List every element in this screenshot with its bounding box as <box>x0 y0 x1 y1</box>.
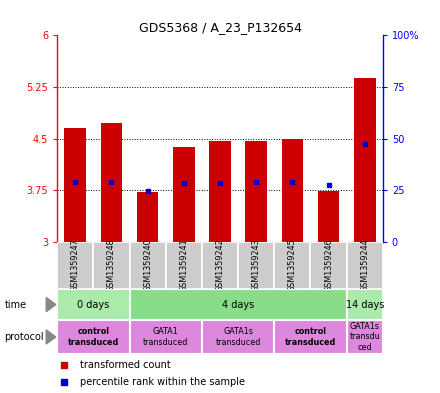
Title: GDS5368 / A_23_P132654: GDS5368 / A_23_P132654 <box>139 21 301 34</box>
Text: transformed count: transformed count <box>80 360 171 370</box>
Bar <box>202 242 238 289</box>
Text: GSM1359241: GSM1359241 <box>180 239 188 292</box>
Bar <box>57 320 129 354</box>
Bar <box>202 320 274 354</box>
Polygon shape <box>46 298 56 312</box>
Bar <box>354 78 376 242</box>
Bar <box>318 191 339 242</box>
Bar <box>238 242 274 289</box>
Bar <box>282 138 303 242</box>
Text: GATA1s
transduced: GATA1s transduced <box>216 327 261 347</box>
Bar <box>347 320 383 354</box>
Text: GSM1359244: GSM1359244 <box>360 239 369 292</box>
Bar <box>347 242 383 289</box>
Text: control
transduced: control transduced <box>285 327 336 347</box>
Bar <box>166 242 202 289</box>
Text: percentile rank within the sample: percentile rank within the sample <box>80 377 245 387</box>
Bar <box>173 147 194 242</box>
Text: GSM1359242: GSM1359242 <box>216 239 224 292</box>
Bar <box>137 192 158 242</box>
Bar <box>246 141 267 242</box>
Bar <box>64 128 86 242</box>
Text: protocol: protocol <box>4 332 44 342</box>
Polygon shape <box>46 330 56 344</box>
Bar <box>101 123 122 242</box>
Text: GATA1s
transdu
ced: GATA1s transdu ced <box>349 322 380 352</box>
Bar <box>93 242 129 289</box>
Text: time: time <box>4 299 26 310</box>
Bar <box>129 289 347 320</box>
Text: GSM1359247: GSM1359247 <box>71 239 80 292</box>
Text: control
transduced: control transduced <box>68 327 119 347</box>
Text: GSM1359240: GSM1359240 <box>143 239 152 292</box>
Text: GATA1
transduced: GATA1 transduced <box>143 327 188 347</box>
Bar <box>57 289 129 320</box>
Bar <box>347 289 383 320</box>
Bar <box>274 320 347 354</box>
Bar <box>129 242 166 289</box>
Text: GSM1359243: GSM1359243 <box>252 239 260 292</box>
Text: GSM1359245: GSM1359245 <box>288 239 297 292</box>
Bar <box>274 242 311 289</box>
Text: 14 days: 14 days <box>345 299 384 310</box>
Bar <box>129 320 202 354</box>
Text: GSM1359248: GSM1359248 <box>107 239 116 292</box>
Bar <box>57 242 93 289</box>
Text: 0 days: 0 days <box>77 299 110 310</box>
Text: GSM1359246: GSM1359246 <box>324 239 333 292</box>
Bar <box>311 242 347 289</box>
Bar <box>209 141 231 242</box>
Text: 4 days: 4 days <box>222 299 254 310</box>
